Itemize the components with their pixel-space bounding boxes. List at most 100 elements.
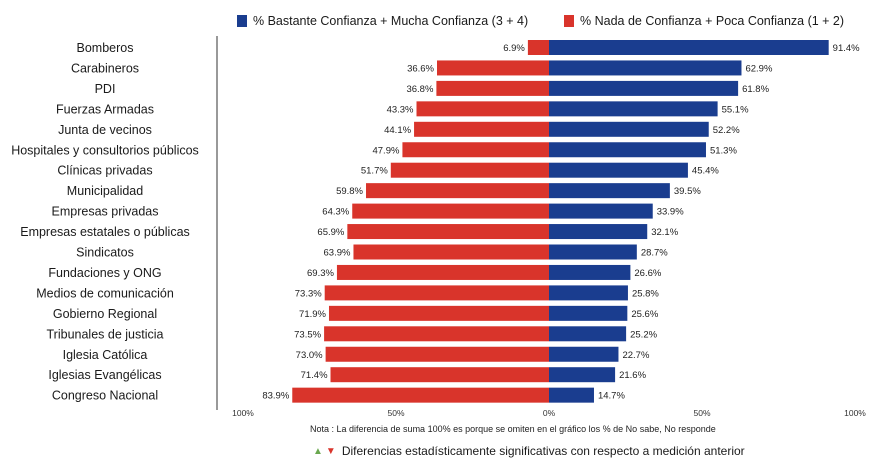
bar-distrust [292,387,549,403]
legend-label-trust: % Bastante Confianza + Mucha Confianza (… [253,14,529,28]
value-label-trust: 61.8% [742,84,769,95]
value-label-distrust: 43.3% [387,104,414,115]
bar-trust [549,121,709,137]
chart-note: Nota : La diferencia de suma 100% es por… [310,424,716,434]
value-label-distrust: 71.4% [301,370,328,381]
bar-trust [549,142,706,158]
bar-distrust [366,183,549,199]
value-label-distrust: 73.0% [296,350,323,361]
value-label-trust: 32.1% [651,227,678,238]
bar-distrust [336,264,549,280]
category-label: Fundaciones y ONG [48,266,161,280]
triangle-up-icon: ▲ [313,445,323,457]
value-label-trust: 51.3% [710,145,737,156]
value-label-trust: 25.6% [631,309,658,320]
value-label-distrust: 63.9% [324,248,351,259]
bar-trust [549,183,670,199]
bar-distrust [402,142,549,158]
bar-trust [549,346,619,362]
category-label: Empresas estatales o públicas [20,225,190,239]
bar-trust [549,40,829,55]
value-label-distrust: 44.1% [384,125,411,136]
value-label-trust: 62.9% [745,63,772,74]
category-label: Bomberos [77,41,134,55]
bar-trust [549,305,628,321]
legend-label-distrust: % Nada de Confianza + Poca Confianza (1 … [580,14,845,28]
value-label-distrust: 59.8% [336,186,363,197]
triangle-down-icon: ▼ [325,445,336,457]
category-label: Congreso Nacional [52,389,158,403]
bar-trust [549,101,718,117]
value-label-trust: 22.7% [622,350,649,361]
value-label-trust: 55.1% [722,104,749,115]
value-label-distrust: 83.9% [262,391,289,402]
bar-distrust [328,305,549,321]
legend-swatch-distrust [564,15,574,27]
value-label-trust: 25.8% [632,288,659,299]
value-label-distrust: 36.6% [407,63,434,74]
category-label: Medios de comunicación [36,286,174,300]
value-label-distrust: 65.9% [317,227,344,238]
x-tick-label: 100% [844,408,866,418]
category-label: Clínicas privadas [57,164,152,178]
significance-legend: ▲ ▼ Diferencias estadísticamente signifi… [313,444,745,458]
category-label: Fuerzas Armadas [56,102,154,116]
value-label-distrust: 6.9% [503,43,525,54]
bar-distrust [414,121,549,137]
bar-trust [549,60,742,76]
category-label: Tribunales de justicia [47,327,164,341]
bar-distrust [352,203,549,219]
bar-distrust [324,285,549,301]
bar-trust [549,244,637,260]
value-label-trust: 39.5% [674,186,701,197]
bar-trust [549,387,594,403]
bar-distrust [325,346,549,362]
category-label: Hospitales y consultorios públicos [11,143,199,157]
bar-distrust [527,40,549,55]
bar-trust [549,285,628,301]
bar-distrust [353,244,549,260]
category-label: Municipalidad [67,184,143,198]
category-label: Gobierno Regional [53,307,157,321]
x-tick-label: 50% [693,408,710,418]
bar-distrust [437,60,549,76]
value-label-trust: 21.6% [619,370,646,381]
bar-distrust [390,162,549,178]
value-label-trust: 52.2% [713,125,740,136]
bar-distrust [330,367,549,383]
category-label: PDI [95,82,116,96]
bar-trust [549,80,739,96]
bar-trust [549,224,648,240]
category-label: Carabineros [71,61,139,75]
legend-trust: % Bastante Confianza + Mucha Confianza (… [237,14,528,28]
category-label: Sindicatos [76,246,134,260]
value-label-distrust: 71.9% [299,309,326,320]
value-label-trust: 14.7% [598,391,625,402]
bar-trust [549,264,631,280]
bar-trust [549,162,688,178]
category-label: Empresas privadas [52,205,159,219]
bar-trust [549,367,616,383]
x-tick-label: 100% [232,408,254,418]
bar-trust [549,326,627,342]
x-tick-label: 0% [543,408,556,418]
bar-distrust [324,326,549,342]
legend-distrust: % Nada de Confianza + Poca Confianza (1 … [564,14,844,28]
value-label-distrust: 47.9% [372,145,399,156]
significance-label: Diferencias estadísticamente significati… [341,444,745,458]
category-label: Iglesia Católica [63,348,148,362]
category-label: Junta de vecinos [58,123,152,137]
value-label-trust: 91.4% [833,43,860,54]
bar-distrust [347,224,549,240]
value-label-distrust: 51.7% [361,166,388,177]
bar-distrust [416,101,549,117]
category-label: Iglesias Evangélicas [48,368,161,382]
value-label-distrust: 64.3% [322,207,349,218]
bar-distrust [436,80,549,96]
value-label-trust: 33.9% [657,207,684,218]
bar-trust [549,203,653,219]
value-label-distrust: 73.5% [294,329,321,340]
value-label-trust: 28.7% [641,248,668,259]
value-label-distrust: 69.3% [307,268,334,279]
